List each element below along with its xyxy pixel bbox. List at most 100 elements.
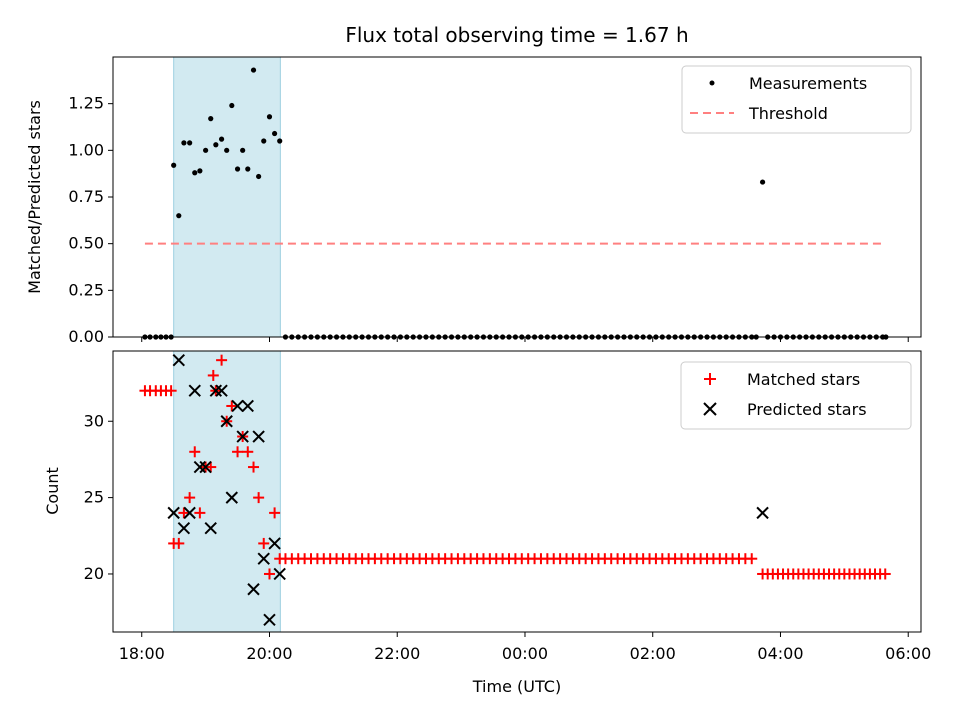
measurement-point [266,114,273,120]
predicted-marker-b [257,552,270,565]
legend-measurements-marker [709,80,715,86]
measurement-point [250,67,257,73]
measurement-point [759,179,766,185]
measurement-point [203,147,209,153]
bottom-panel: 20 25 30 18:00 20:00 22:00 00:00 02:00 04:00 06:… [43,350,931,696]
measurement-point [187,140,193,146]
predicted-marker-b [215,384,228,397]
top-panel: 0.00 0.25 0.50 0.75 1.00 1.25 Matched/Predict… [25,56,922,346]
predicted-marker-b [241,399,254,413]
predicted-star-point [172,353,185,367]
measurement-point [234,166,241,172]
matched-star-point [205,461,217,473]
y-tick-label: 0.75 [68,187,104,206]
measurement-point [192,170,198,176]
predicted-marker-b [268,537,281,550]
bottom-y-axis: 20 25 30 [84,411,113,583]
y-tick-label: 1.00 [68,140,104,159]
top-x-ticks [141,337,909,342]
bottom-y-axis-label: Count [43,467,62,515]
predicted-star-point [247,583,260,596]
matched-star-point [258,537,270,549]
predicted-marker-b [177,521,191,535]
predicted-marker-b [193,460,207,474]
predicted-star-point [756,506,769,520]
predicted-star-point [177,521,191,535]
measurement-point [213,142,219,148]
predicted-stars-series [167,353,769,626]
bottom-plot-frame [112,350,922,633]
predicted-star-point [231,399,244,413]
predicted-marker-b [199,460,212,474]
x-tick-label: 00:00 [502,644,548,663]
y-tick-label: 30 [84,411,104,430]
top-legend-box [681,65,912,134]
matched-star-point [184,492,196,504]
matched-star-point [165,385,177,397]
predicted-star-point [167,506,180,520]
predicted-star-point [257,552,270,565]
predicted-marker-b [236,430,249,443]
x-axis-label: Time (UTC) [472,677,561,696]
measurement-point [208,116,214,122]
predicted-star-point [263,613,276,626]
predicted-star-point [236,430,249,443]
predicted-marker-b [247,583,260,596]
highlight-span-top [173,56,281,338]
matched-stars-series [139,354,891,580]
bottom-legend: Matched stars Predicted stars [680,361,912,430]
predicted-marker-b [204,521,217,535]
y-tick-label: 0.50 [68,234,104,253]
matched-star-point [178,507,190,519]
measurement-point [277,138,283,144]
predicted-marker-b [167,506,180,520]
y-tick-label: 20 [84,564,104,583]
predicted-star-point [273,567,286,581]
predicted-marker-b [220,415,233,428]
chart-title: Flux total observing time = 1.67 h [345,23,688,47]
predicted-marker-b [188,384,201,397]
matched-star-point [879,568,891,580]
top-y-axis-label: Matched/Predicted stars [25,100,44,294]
matched-star-point [226,400,238,412]
predicted-star-point [220,415,233,428]
matched-star-point [242,446,254,458]
matched-star-point [253,492,265,504]
measurement-point [197,168,203,174]
measurement-point [181,140,187,146]
matched-star-point [173,537,185,549]
legend-predicted-marker [703,402,717,416]
measurement-point [261,138,267,144]
x-tick-label: 04:00 [757,644,803,663]
x-tick-label: 18:00 [119,644,165,663]
y-tick-label: 0.00 [68,327,104,346]
matched-star-point [248,461,260,473]
predicted-star-point [199,460,212,474]
legend-measurements-label: Measurements [749,74,867,93]
predicted-star-point [215,384,228,397]
predicted-marker-b [183,506,196,520]
x-tick-label: 02:00 [630,644,676,663]
predicted-marker-b [252,430,265,443]
x-tick-label: 20:00 [246,644,292,663]
measurement-point [272,130,278,137]
predicted-star-point [183,506,196,520]
predicted-star-point [209,384,223,397]
predicted-marker-b [263,613,276,626]
predicted-marker-b [225,491,239,504]
matched-star-point [263,568,275,580]
legend-threshold-label: Threshold [748,104,828,123]
legend-matched-label: Matched stars [747,370,860,389]
legend-matched-marker [704,373,716,385]
matched-star-point [232,446,244,458]
predicted-star-point [252,430,265,443]
predicted-star-point [225,491,239,504]
measurement-point [229,102,235,109]
predicted-star-point [188,384,201,397]
bottom-legend-box [680,361,912,430]
measurement-point [240,147,246,153]
legend-predicted-label: Predicted stars [747,400,867,419]
y-tick-label: 1.25 [68,94,104,113]
matched-star-point [207,369,219,381]
measurement-point [256,173,262,180]
